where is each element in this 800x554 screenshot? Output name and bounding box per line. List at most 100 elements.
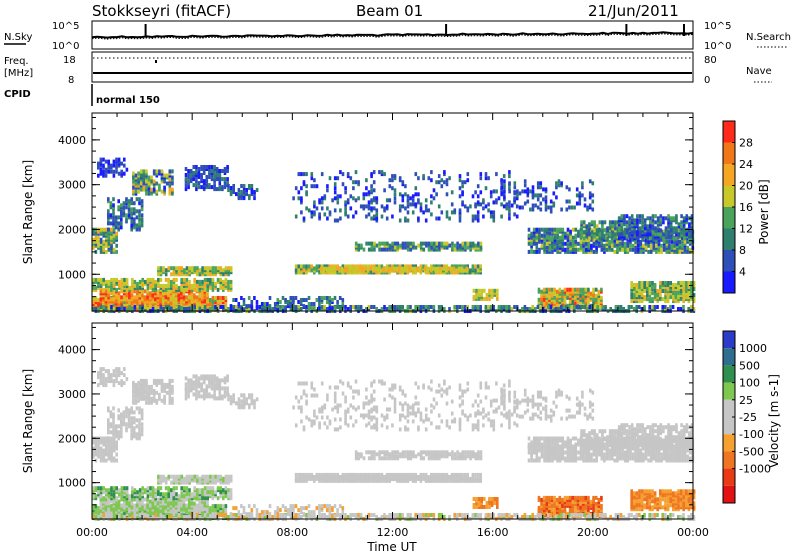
velocity-cell [229, 492, 233, 497]
power-cell [503, 179, 506, 184]
velocity-cell [157, 474, 160, 479]
power-cell [411, 202, 415, 207]
power-cell [398, 208, 402, 213]
velocity-cell [115, 486, 118, 491]
power-cell [112, 211, 115, 216]
power-cell [139, 181, 143, 186]
power-cell [476, 184, 480, 189]
power-cell [135, 299, 139, 304]
power-cell [138, 305, 142, 309]
power-cell [640, 281, 644, 285]
power-cell [112, 249, 116, 254]
power-cell [172, 299, 175, 304]
power-cell [370, 188, 373, 193]
power-cell [458, 243, 462, 248]
power-cell [302, 304, 306, 309]
power-cell [210, 169, 214, 173]
power-cell [641, 216, 644, 221]
power-cell [414, 245, 418, 250]
power-cell [140, 217, 144, 222]
power-cell [540, 293, 543, 298]
power-cell [171, 169, 174, 174]
power-cell [138, 299, 142, 304]
power-cell [310, 302, 313, 306]
power-cell [372, 214, 376, 219]
power-cell [544, 203, 548, 208]
power-cell [292, 308, 295, 313]
power-cell [365, 178, 368, 183]
power-cell [209, 266, 212, 271]
power-cell [654, 232, 657, 237]
power-cell [112, 169, 116, 174]
power-cell [540, 227, 544, 232]
power-cell [187, 299, 191, 304]
power-cell [133, 217, 136, 222]
power-cell [339, 170, 342, 175]
power-cell [471, 270, 475, 275]
velocity-cell [187, 503, 191, 508]
power-cell [164, 287, 168, 292]
power-cell [323, 296, 326, 300]
power-cell [566, 249, 570, 254]
power-cell [224, 305, 228, 309]
power-cell [686, 249, 689, 254]
power-cell [638, 305, 641, 309]
power-cell [198, 268, 202, 273]
power-cell [496, 288, 499, 293]
power-cell [556, 239, 559, 244]
velocity-cell [185, 490, 189, 495]
power-cell [538, 249, 541, 254]
power-cell [125, 281, 129, 286]
power-cell [211, 300, 215, 304]
velocity-cell [193, 510, 196, 515]
power-cell [508, 204, 511, 209]
power-cell [336, 300, 339, 304]
power-cell [571, 249, 575, 254]
power-cell [370, 172, 373, 177]
power-cell [646, 224, 650, 229]
power-cell [458, 174, 462, 179]
power-cell [424, 266, 427, 271]
power-cell [193, 287, 196, 292]
power-cell [569, 241, 572, 246]
power-cell [573, 305, 576, 309]
power-cell [482, 198, 485, 203]
power-cell [237, 302, 241, 306]
power-cell [206, 277, 209, 282]
power-cell [120, 217, 123, 222]
power-cell [422, 176, 425, 181]
power-cell [155, 171, 159, 176]
power-cell [155, 181, 159, 186]
power-cell [160, 171, 164, 176]
power-cell [566, 293, 569, 298]
power-cell [224, 302, 228, 306]
velocity-cell [170, 492, 173, 497]
power-cell [310, 172, 314, 177]
power-cell [646, 297, 649, 302]
power-cell [132, 189, 135, 194]
power-cell [135, 209, 139, 214]
power-cell [466, 178, 470, 183]
power-cell [372, 266, 375, 271]
power-cell [221, 177, 224, 182]
power-cell [682, 305, 685, 309]
power-cell [542, 187, 545, 192]
power-cell [609, 307, 612, 311]
power-cell [675, 249, 679, 254]
power-cell [508, 170, 511, 175]
power-cell [682, 228, 686, 233]
power-cell [187, 169, 190, 173]
power-cell [99, 167, 103, 172]
velocity-cell [227, 494, 230, 499]
power-cell [603, 237, 606, 242]
power-cell [170, 283, 173, 288]
power-cell [313, 184, 316, 189]
power-cell [411, 210, 415, 215]
velocity-cell [193, 496, 196, 501]
power-cell [466, 206, 470, 211]
power-cell [414, 192, 418, 197]
power-cell [188, 283, 191, 288]
power-cell [162, 266, 165, 271]
power-cell [182, 291, 186, 296]
power-cell [651, 214, 655, 219]
